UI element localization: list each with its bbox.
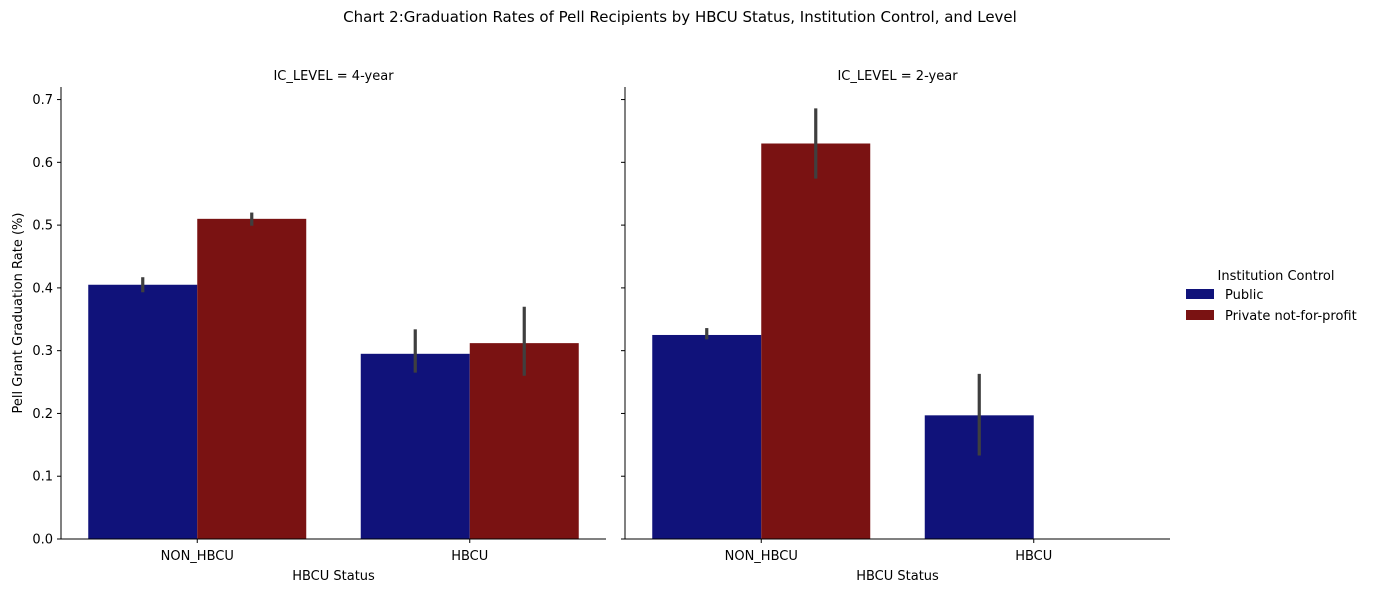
y-tick-label: 0.1 xyxy=(32,470,53,485)
legend-label-public: Public xyxy=(1225,288,1263,303)
legend-swatch-public xyxy=(1186,289,1214,299)
legend-swatch-private xyxy=(1186,310,1214,320)
y-tick-label: 0.3 xyxy=(32,344,53,359)
panel-2-x-tick-label: HBCU xyxy=(1015,549,1052,564)
y-tick-label: 0.6 xyxy=(32,156,53,171)
panel-1-x-tick-label: NON_HBCU xyxy=(161,549,234,564)
panel-2-bar-non_hbcu-public xyxy=(652,334,762,539)
panel-1-title: IC_LEVEL = 4-year xyxy=(273,69,394,84)
legend-title: Institution Control xyxy=(1218,269,1335,284)
legend-label-private: Private not-for-profit xyxy=(1225,309,1357,324)
panel-1-x-tick-label: HBCU xyxy=(451,549,488,564)
panel-1-bar-non_hbcu-private xyxy=(197,218,307,540)
y-tick-label: 0.7 xyxy=(32,93,53,108)
y-tick-label: 0.4 xyxy=(32,281,53,296)
y-tick-label: 0.2 xyxy=(32,407,53,422)
panel-2-bar-non_hbcu-private xyxy=(761,143,871,539)
y-axis-label: Pell Grant Graduation Rate (%) xyxy=(11,213,26,414)
panel-2-title: IC_LEVEL = 2-year xyxy=(837,69,958,84)
panel-1-bar-hbcu-public xyxy=(360,353,470,539)
y-tick-label: 0.0 xyxy=(32,533,53,548)
panel-1-x-axis-label: HBCU Status xyxy=(292,569,375,584)
panel-2-x-tick-label: NON_HBCU xyxy=(725,549,798,564)
panel-1-bar-non_hbcu-public xyxy=(88,284,198,539)
chart-title: Chart 2:Graduation Rates of Pell Recipie… xyxy=(343,8,1017,26)
panel-2-x-axis-label: HBCU Status xyxy=(856,569,939,584)
y-tick-label: 0.5 xyxy=(32,219,53,234)
